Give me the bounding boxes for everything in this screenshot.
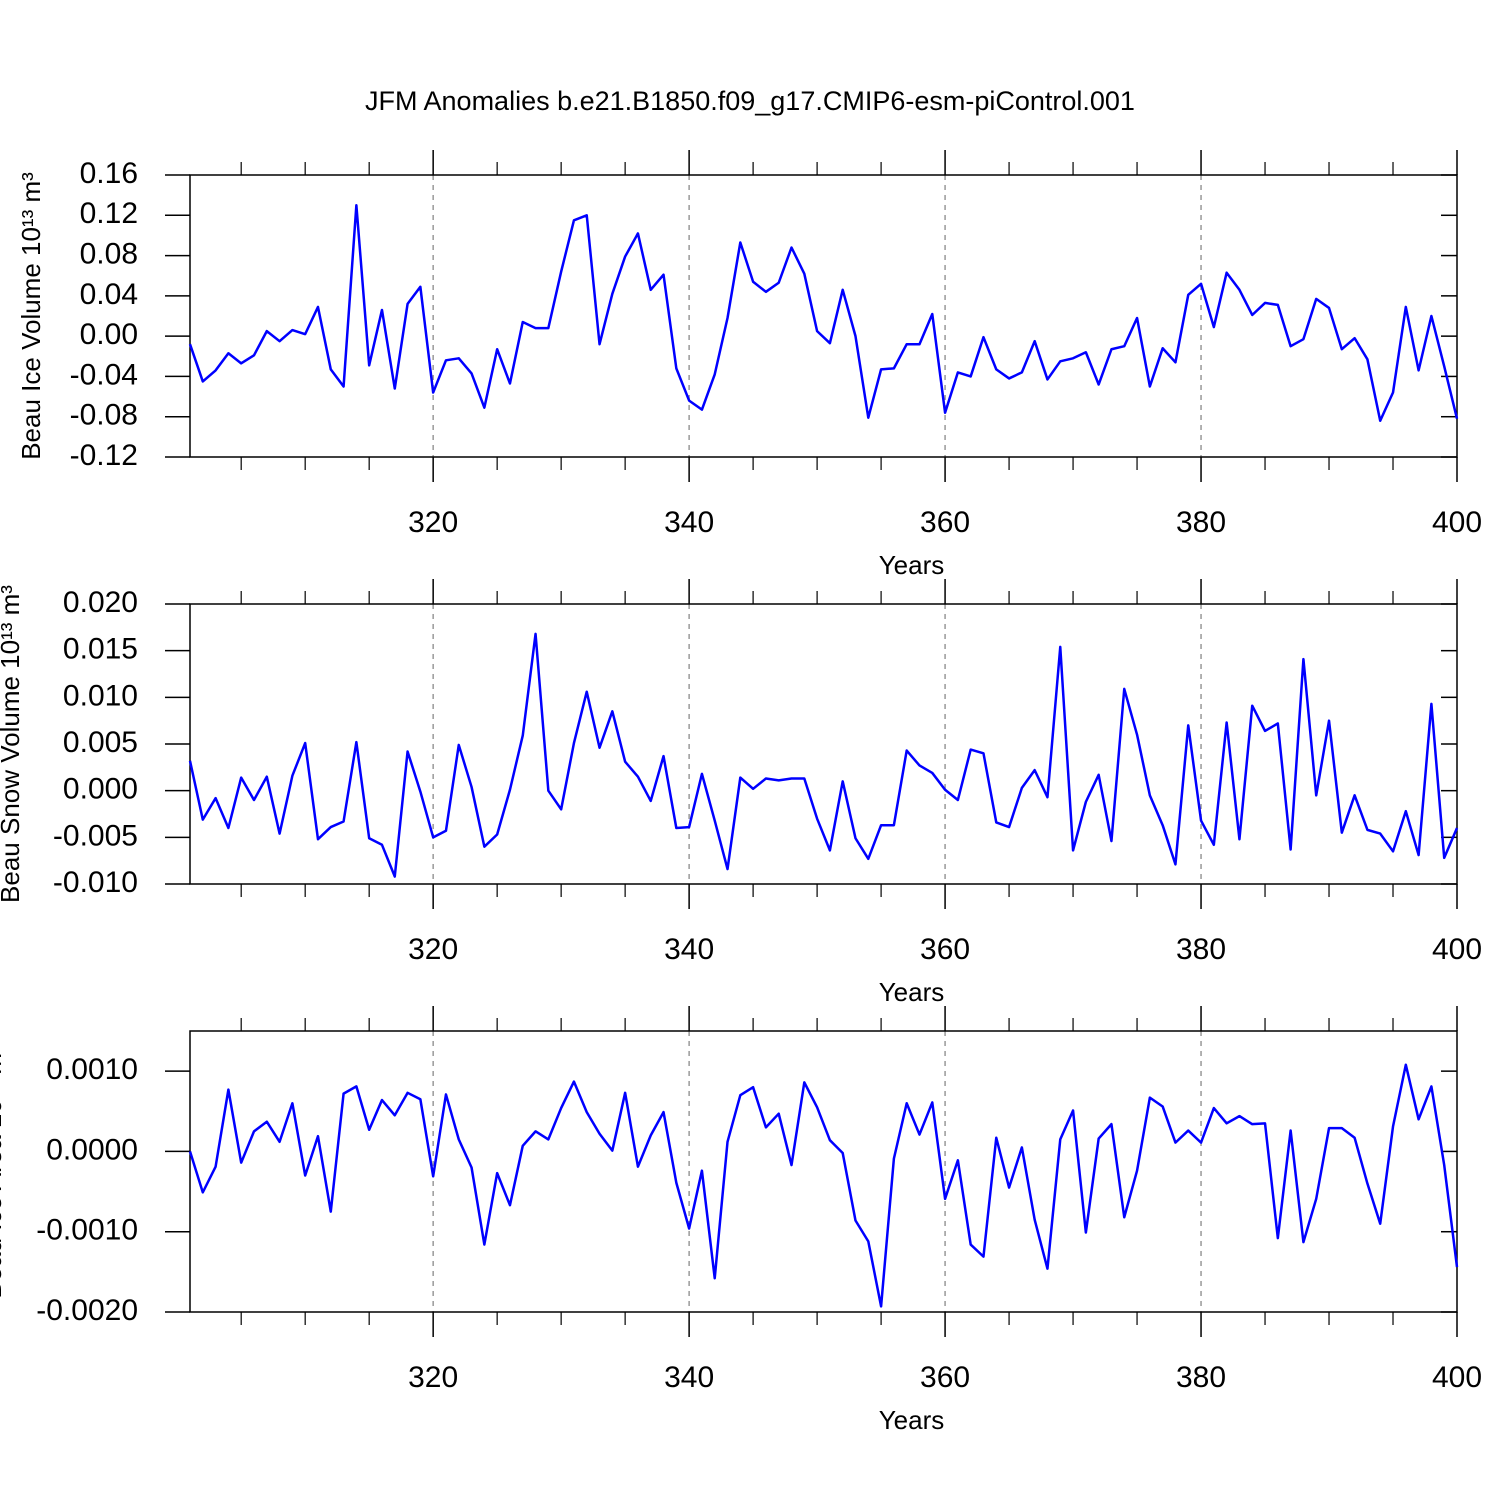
plot-frame	[189, 1030, 1458, 1313]
y-tick-label: 0.000	[63, 773, 138, 806]
y-tick-label: -0.0010	[36, 1214, 138, 1247]
y-tick-label: -0.005	[53, 819, 138, 852]
data-line	[188, 1063, 1459, 1308]
y-tick-label: 0.12	[80, 197, 138, 230]
figure-title: JFM Anomalies b.e21.B1850.f09_g17.CMIP6-…	[365, 86, 1135, 116]
x-tick-label: 380	[1176, 933, 1226, 966]
x-tick-label: 340	[664, 506, 714, 539]
y-tick-label: -0.04	[70, 358, 138, 391]
y-axis-label: Beau Ice Volume 10¹³ m³	[16, 172, 46, 460]
y-axis-label: Beau Snow Volume 10¹³ m³	[0, 585, 25, 903]
y-tick-label: 0.020	[63, 586, 138, 619]
x-tick-label: 340	[664, 933, 714, 966]
y-tick-label: -0.12	[70, 439, 138, 472]
x-tick-label: 360	[920, 506, 970, 539]
y-tick-label: -0.08	[70, 399, 138, 432]
y-tick-label: 0.16	[80, 157, 138, 190]
data-line	[188, 203, 1459, 422]
x-tick-label: 400	[1432, 506, 1482, 539]
plot-frame	[189, 174, 1458, 458]
y-tick-label: 0.010	[63, 679, 138, 712]
y-tick-label: 0.015	[63, 633, 138, 666]
y-tick-label: 0.005	[63, 726, 138, 759]
x-axis-label: Years	[879, 1405, 945, 1435]
x-tick-label: 340	[664, 1361, 714, 1394]
x-tick-label: 360	[920, 1361, 970, 1394]
plot-frame	[189, 603, 1458, 885]
x-tick-label: 400	[1432, 933, 1482, 966]
y-tick-label: 0.08	[80, 237, 138, 270]
y-tick-label: 0.0010	[46, 1053, 138, 1086]
x-tick-label: 320	[408, 1361, 458, 1394]
x-axis-label: Years	[879, 977, 945, 1007]
x-tick-label: 380	[1176, 1361, 1226, 1394]
x-tick-label: 380	[1176, 506, 1226, 539]
y-tick-label: 0.0000	[46, 1133, 138, 1166]
y-axis-label: Beau Ice Area 10¹³ m²	[0, 1044, 7, 1299]
y-tick-label: 0.00	[80, 318, 138, 351]
x-tick-label: 360	[920, 933, 970, 966]
y-tick-label: -0.0020	[36, 1294, 138, 1327]
y-tick-label: 0.04	[80, 278, 138, 311]
x-axis-label: Years	[879, 550, 945, 580]
x-tick-label: 320	[408, 933, 458, 966]
x-tick-label: 400	[1432, 1361, 1482, 1394]
y-tick-label: -0.010	[53, 866, 138, 899]
x-tick-label: 320	[408, 506, 458, 539]
data-line	[188, 632, 1459, 878]
